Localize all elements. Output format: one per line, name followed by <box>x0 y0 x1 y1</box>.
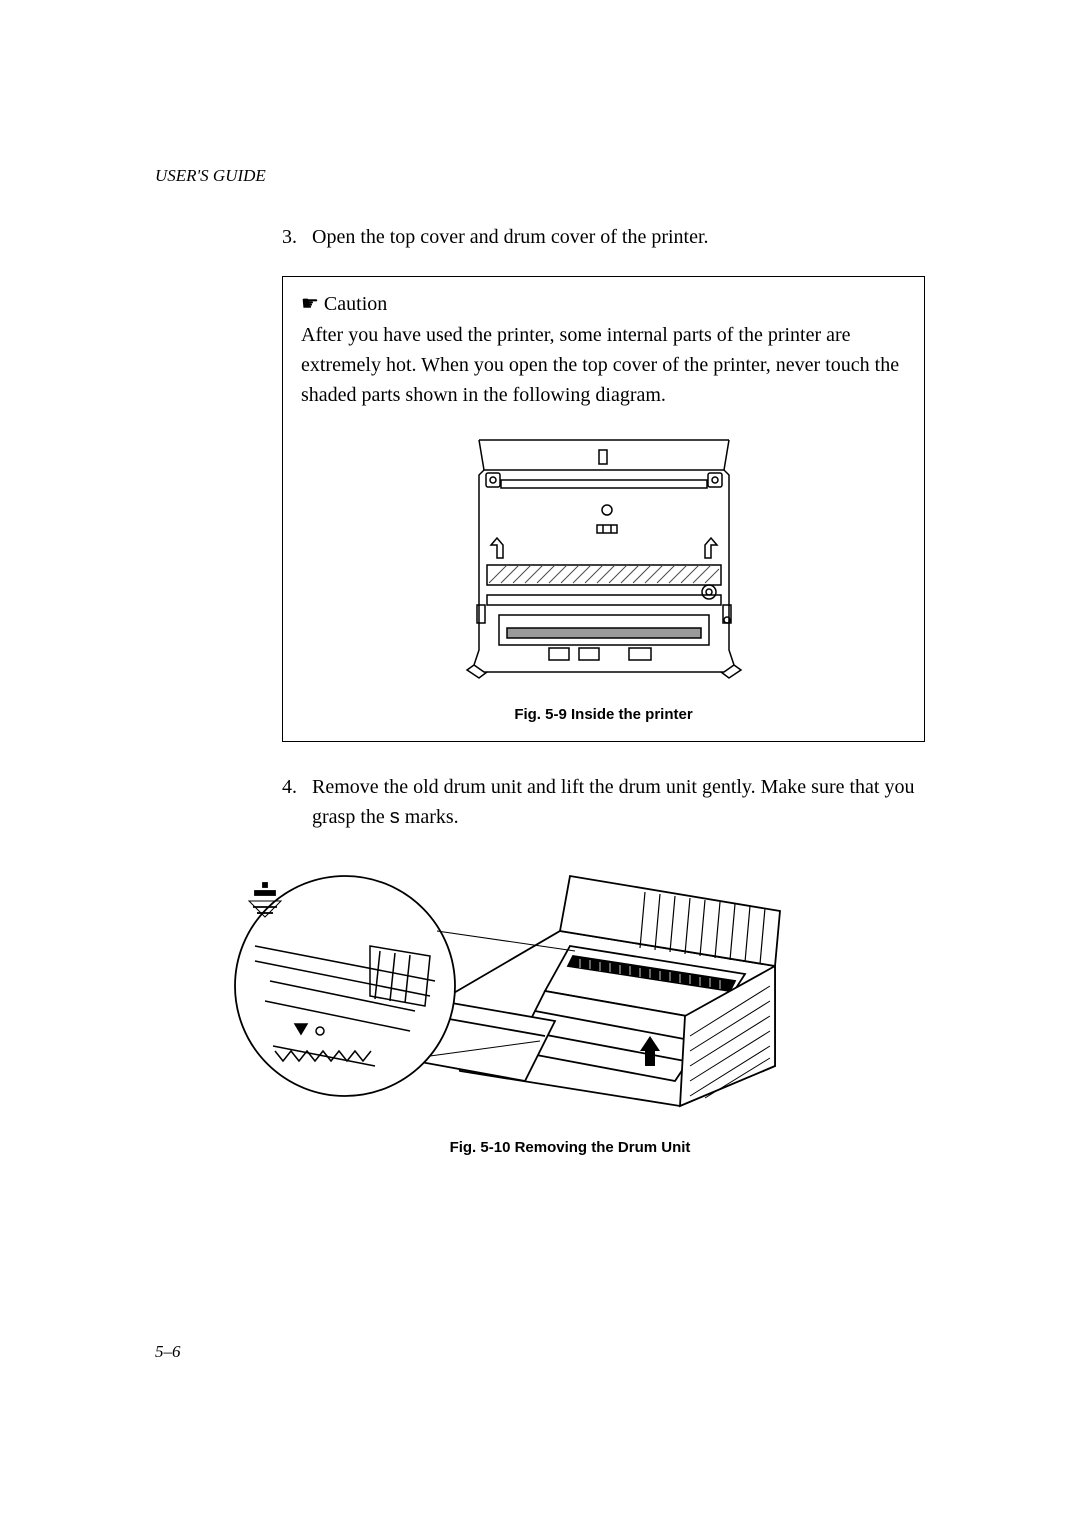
step-4: 4. Remove the old drum unit and lift the… <box>282 772 925 832</box>
step-3-number: 3. <box>282 222 312 252</box>
caution-text: After you have used the printer, some in… <box>301 320 906 410</box>
figure-1-container: Fig. 5-9 Inside the printer <box>301 420 906 723</box>
figure-2-caption: Fig. 5-10 Removing the Drum Unit <box>215 1139 925 1156</box>
caution-title: ☛ Caution <box>301 291 906 316</box>
step-4-number: 4. <box>282 772 312 832</box>
step-3-text: Open the top cover and drum cover of the… <box>312 222 925 252</box>
figure-1-printer-inside <box>429 420 779 690</box>
s-mark-symbol: s <box>390 806 400 828</box>
step-4-text-after: marks. <box>400 806 459 828</box>
figure-2-container: Fig. 5-10 Removing the Drum Unit <box>215 856 925 1156</box>
page-number: 5–6 <box>155 1342 181 1362</box>
figure-2-removing-drum <box>215 856 815 1116</box>
page-header: USER'S GUIDE <box>155 166 925 186</box>
step-3: 3. Open the top cover and drum cover of … <box>282 222 925 252</box>
step-4-text: Remove the old drum unit and lift the dr… <box>312 772 925 832</box>
figure-1-caption: Fig. 5-9 Inside the printer <box>301 706 906 723</box>
caution-box: ☛ Caution After you have used the printe… <box>282 276 925 742</box>
